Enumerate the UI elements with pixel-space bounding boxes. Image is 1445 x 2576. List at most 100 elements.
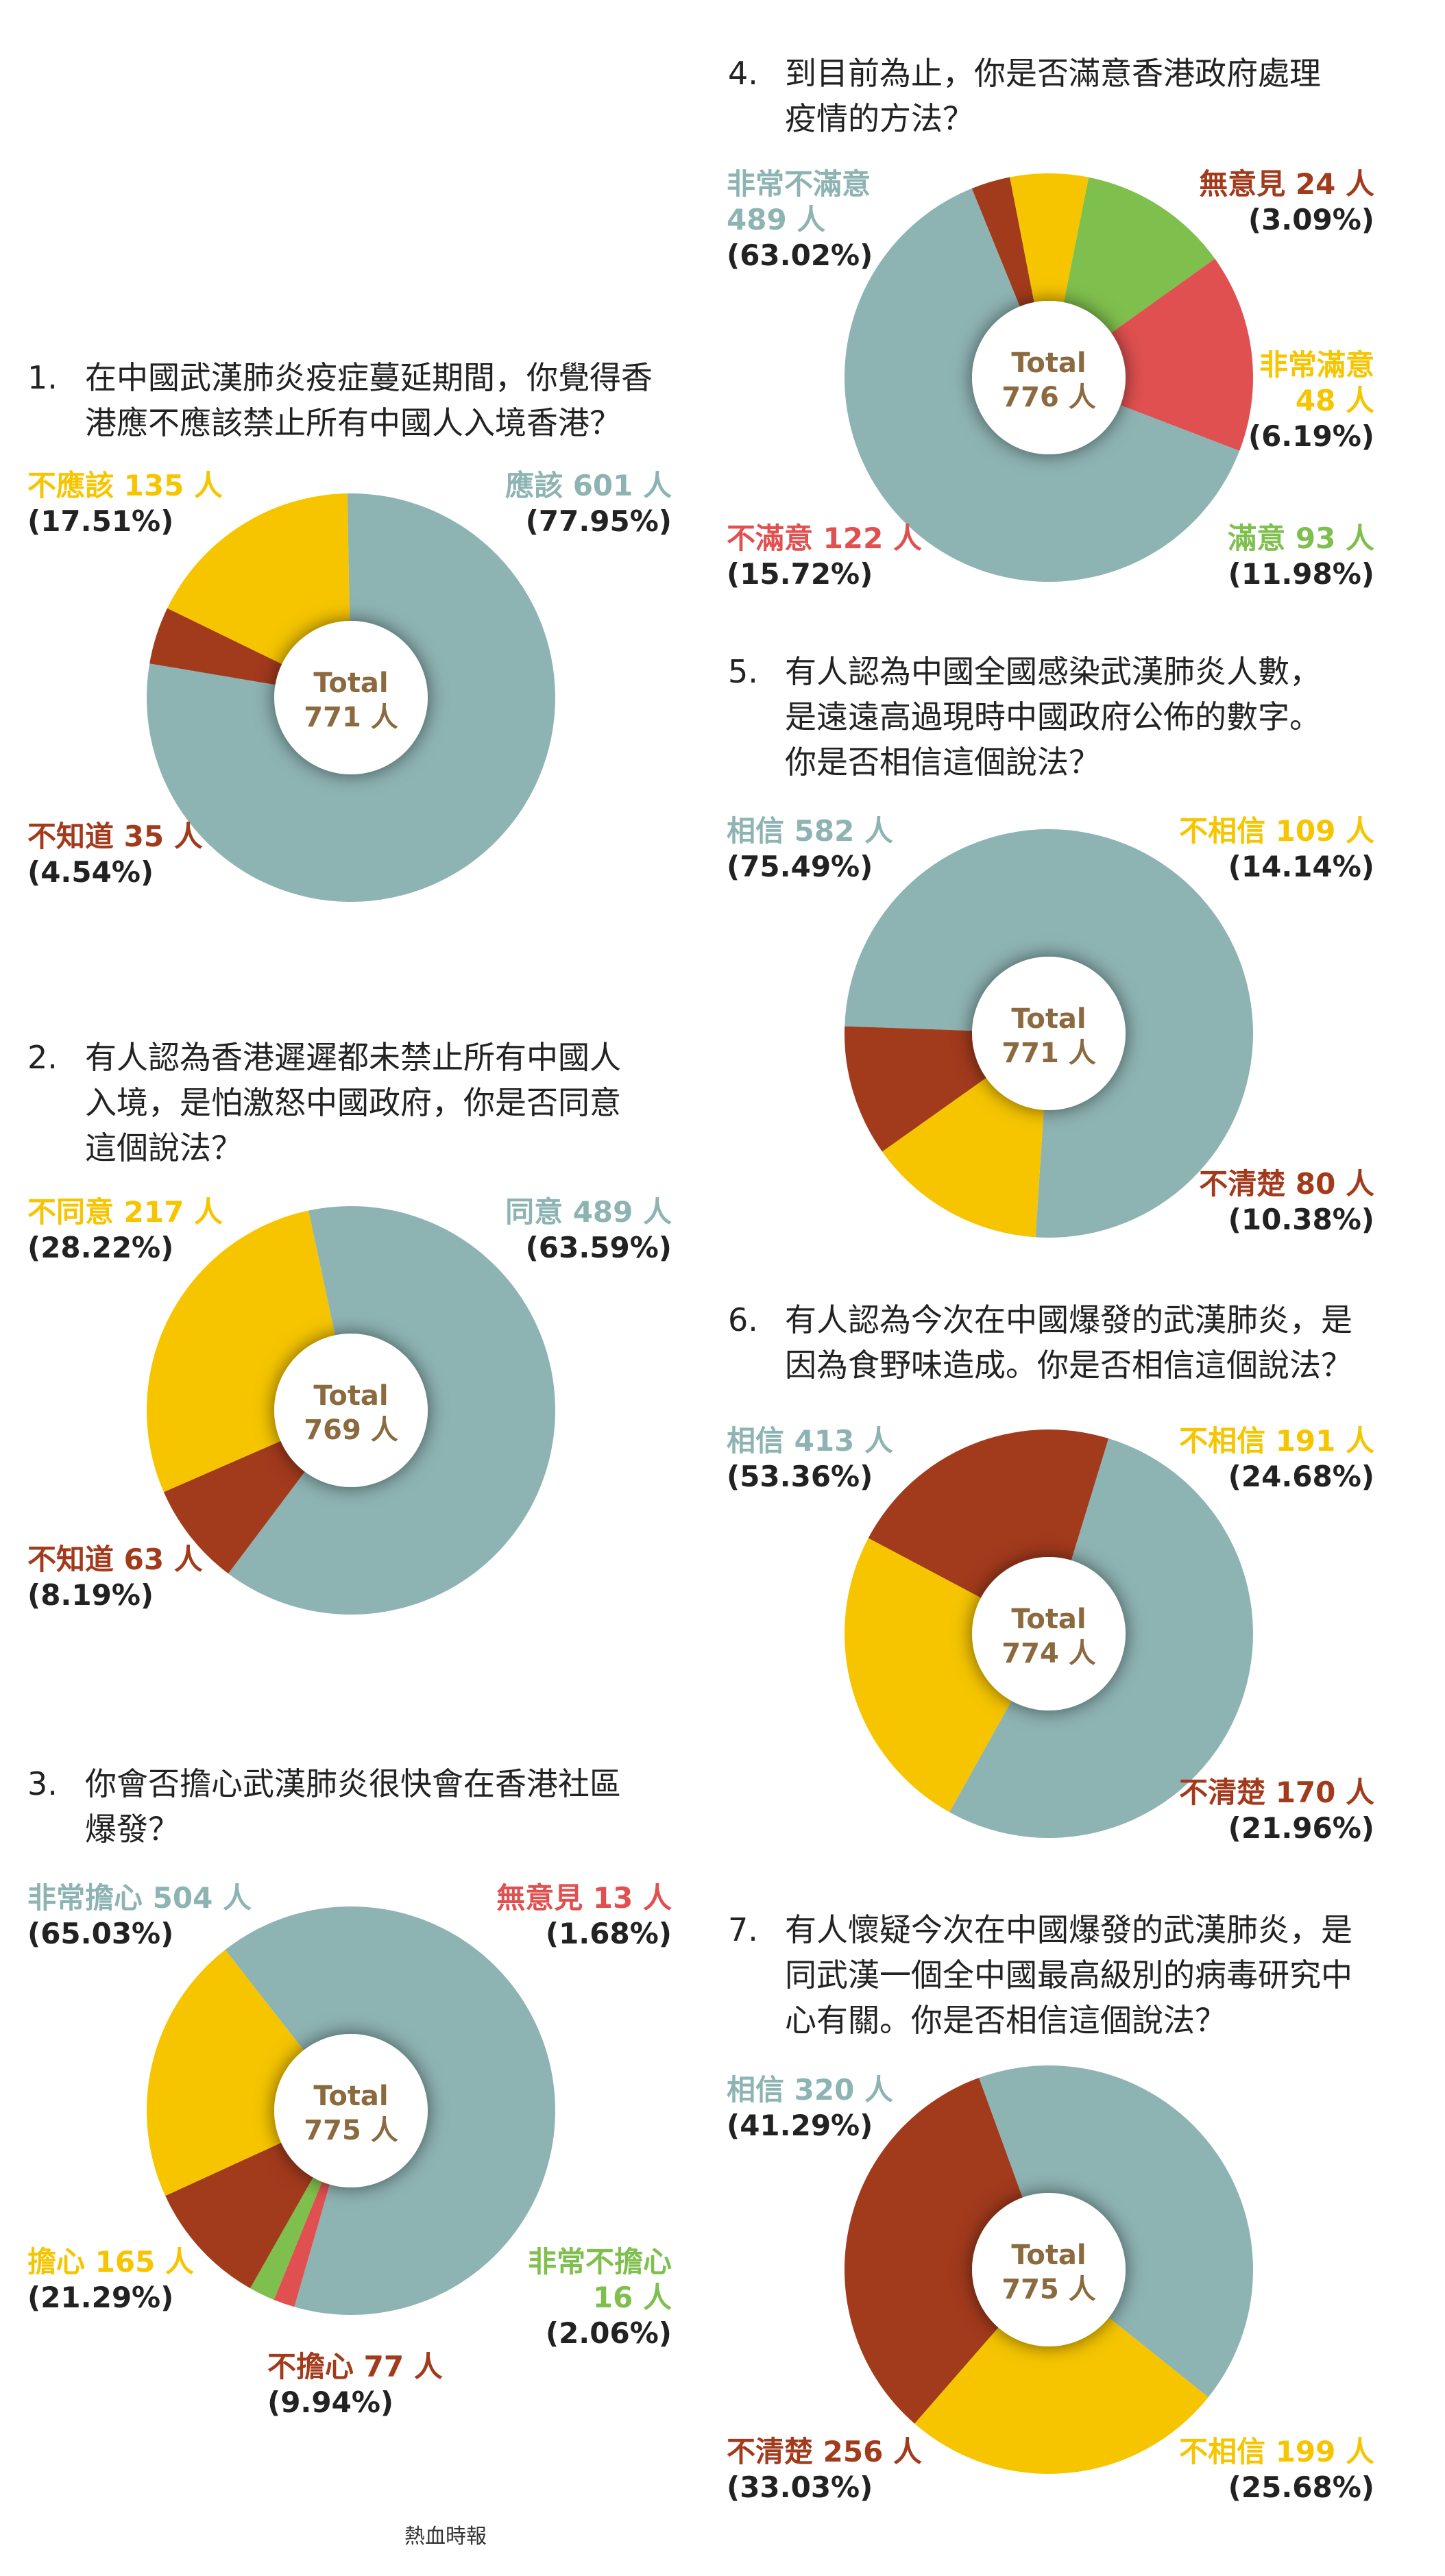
slice-label: 不滿意 122 人 (15.72%) <box>727 521 922 592</box>
slice-label: 相信 582 人 (75.49%) <box>727 813 893 885</box>
slice-label-name: 滿意 93 人 <box>1228 522 1374 555</box>
total-value: 771 人 <box>304 702 398 733</box>
slice-label: 不同意 217 人 (28.22%) <box>27 1194 223 1266</box>
question-text: 你會否擔心武漢肺炎很快會在香港社區 爆發？ <box>85 1765 621 1848</box>
slice-label: 相信 413 人 (53.36%) <box>727 1423 893 1495</box>
slice-label: 不知道 35 人 (4.54%) <box>27 819 203 890</box>
total-value: 775 人 <box>304 2115 398 2146</box>
slice-label: 不相信 109 人 (14.14%) <box>1179 813 1374 885</box>
total-label: Total <box>313 667 388 699</box>
slice-label-percent: (1.68%) <box>545 1917 672 1950</box>
slice-label: 不應該 135 人 (17.51%) <box>27 468 223 539</box>
slice-label-name: 非常不滿意 489 人 <box>727 167 871 236</box>
question-number: 4. <box>728 55 758 92</box>
pie-slice-3 <box>845 2077 1049 2424</box>
donut-center-hole <box>972 957 1126 1110</box>
question-text: 有人認為香港遲遲都未禁止所有中國人 入境，是怕激怒中國政府，你是否同意 這個說法… <box>85 1039 621 1166</box>
slice-label: 滿意 93 人 (11.98%) <box>1228 521 1374 592</box>
slice-label-percent: (41.29%) <box>727 2109 873 2142</box>
slice-label-name: 擔心 165 人 <box>27 2245 194 2279</box>
slice-label: 非常滿意 48 人 (6.19%) <box>1248 347 1374 454</box>
slice-label-percent: (14.14%) <box>1228 850 1374 883</box>
slice-label-percent: (77.95%) <box>525 504 672 538</box>
slice-label-percent: (10.38%) <box>1228 1203 1374 1236</box>
pie-slice-2 <box>914 2270 1209 2474</box>
slice-label-name: 非常擔心 504 人 <box>27 1881 252 1915</box>
donut-center-hole <box>972 1557 1126 1710</box>
total-value: 771 人 <box>1001 1038 1095 1069</box>
slice-label: 非常不擔心 16 人 (2.06%) <box>528 2244 672 2351</box>
slice-label-percent: (65.03%) <box>27 1917 174 1950</box>
question-number: 6. <box>728 1301 758 1338</box>
slice-label-percent: (63.59%) <box>525 1231 672 1264</box>
slice-label-name: 不相信 191 人 <box>1179 1424 1374 1458</box>
total-value: 775 人 <box>1001 2274 1095 2305</box>
slice-label: 不清楚 80 人 (10.38%) <box>1199 1166 1374 1238</box>
question-number: 3. <box>27 1765 58 1802</box>
slice-label-name: 無意見 24 人 <box>1199 167 1374 201</box>
slice-label: 相信 320 人 (41.29%) <box>727 2072 893 2144</box>
slice-label-name: 不清楚 256 人 <box>727 2435 922 2468</box>
slice-label-name: 非常滿意 48 人 <box>1259 348 1374 417</box>
slice-label-percent: (25.68%) <box>1228 2470 1374 2504</box>
slice-label-percent: (75.49%) <box>727 850 873 883</box>
slice-label-percent: (8.19%) <box>27 1578 154 1612</box>
slice-label-name: 不滿意 122 人 <box>727 522 922 555</box>
slice-label-name: 不相信 109 人 <box>1179 814 1374 848</box>
slice-label-percent: (4.54%) <box>27 855 154 889</box>
slice-label: 不相信 191 人 (24.68%) <box>1179 1423 1374 1495</box>
slice-label-percent: (24.68%) <box>1228 1460 1374 1493</box>
slice-label: 不清楚 256 人 (33.03%) <box>727 2434 922 2505</box>
slice-label-name: 相信 582 人 <box>727 814 893 848</box>
slice-label-percent: (33.03%) <box>727 2470 873 2504</box>
slice-label: 非常不滿意 489 人 (63.02%) <box>727 167 873 273</box>
slice-label-name: 不知道 35 人 <box>27 820 203 853</box>
slice-label-percent: (53.36%) <box>727 1460 873 1493</box>
slice-label-percent: (15.72%) <box>727 557 873 591</box>
slice-label-percent: (21.96%) <box>1228 1811 1374 1845</box>
slice-label-percent: (11.98%) <box>1228 557 1374 591</box>
footer-credit: 熱血時報 <box>404 2525 487 2549</box>
slice-label: 不擔心 77 人 (9.94%) <box>267 2349 443 2420</box>
total-label: Total <box>1011 1604 1086 1635</box>
slice-label-name: 無意見 13 人 <box>496 1881 672 1915</box>
question-number: 7. <box>728 1911 758 1948</box>
slice-label: 不清楚 170 人 (21.96%) <box>1179 1775 1374 1846</box>
question-text: 有人認為中國全國感染武漢肺炎人數， 是遠遠高過現時中國政府公佈的數字。 你是否相… <box>785 653 1321 781</box>
slice-label-percent: (2.06%) <box>545 2316 672 2350</box>
slice-label: 非常擔心 504 人 (65.03%) <box>27 1880 252 1952</box>
total-value: 774 人 <box>1001 1638 1095 1669</box>
donut-center-hole <box>274 1334 428 1487</box>
slice-label-percent: (21.29%) <box>27 2281 174 2314</box>
total-label: Total <box>1011 347 1086 379</box>
slice-label: 同意 489 人 (63.59%) <box>505 1194 672 1266</box>
slice-label: 擔心 165 人 (21.29%) <box>27 2244 194 2316</box>
total-value: 776 人 <box>1001 382 1095 413</box>
question-number: 1. <box>27 359 58 396</box>
slice-label-name: 非常不擔心 16 人 <box>527 2245 672 2314</box>
question-number: 5. <box>728 653 758 690</box>
donut-center-hole <box>972 2193 1126 2346</box>
slice-label-percent: (63.02%) <box>727 238 873 272</box>
slice-label-name: 不清楚 170 人 <box>1179 1776 1374 1809</box>
donut-center-hole <box>274 621 428 774</box>
question-text: 有人認為今次在中國爆發的武漢肺炎，是 因為食野味造成。你是否相信這個說法？ <box>785 1301 1352 1384</box>
slice-label-name: 應該 601 人 <box>505 469 672 502</box>
donut-center-hole <box>274 2034 428 2187</box>
donut-center-hole <box>972 301 1126 454</box>
slice-label: 應該 601 人 (77.95%) <box>505 468 672 539</box>
slice-label-percent: (28.22%) <box>27 1231 174 1264</box>
slice-label: 不知道 63 人 (8.19%) <box>27 1542 203 1613</box>
total-label: Total <box>313 1380 388 1412</box>
slice-label: 不相信 199 人 (25.68%) <box>1179 2434 1374 2505</box>
pie-slice-2 <box>845 1538 1049 1813</box>
question-text: 在中國武漢肺炎疫症蔓延期間，你覺得香 港應不應該禁止所有中國人入境香港？ <box>85 359 653 441</box>
slice-label-percent: (6.19%) <box>1248 419 1374 453</box>
total-label: Total <box>313 2081 388 2112</box>
